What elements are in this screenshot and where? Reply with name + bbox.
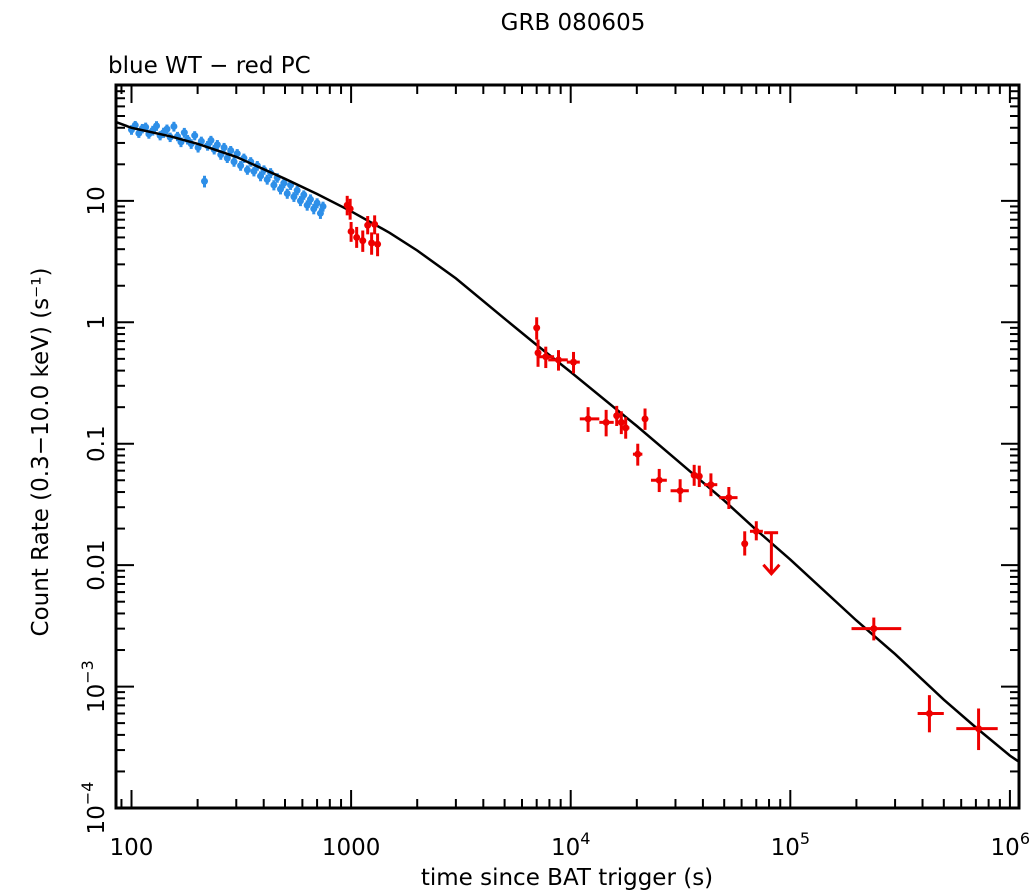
y-tick-label: 0.01: [84, 540, 110, 591]
pc-point: [371, 220, 379, 228]
wt-point: [142, 123, 150, 131]
wt-point: [293, 186, 301, 194]
wt-point: [170, 122, 178, 130]
x-tick-label: 100: [110, 835, 154, 861]
wt-point: [227, 146, 235, 154]
wt-point: [306, 195, 314, 203]
wt-point: [135, 129, 143, 137]
y-tick-label: 1: [84, 315, 110, 330]
wt-point: [263, 175, 271, 183]
plot-area: [116, 120, 1019, 763]
wt-point: [220, 144, 228, 152]
x-tick-label-mantissa: 10: [551, 835, 580, 861]
wt-point: [207, 136, 215, 144]
wt-point: [191, 132, 199, 140]
pc-point: [752, 527, 760, 535]
wt-point: [131, 121, 139, 129]
y-tick-label-exponent: −4: [78, 782, 97, 806]
wt-point: [310, 205, 318, 213]
pc-point: [676, 487, 684, 495]
pc-point: [870, 625, 878, 633]
plot-marks: [116, 120, 1019, 763]
wt-point: [223, 154, 231, 162]
wt-point: [270, 181, 278, 189]
y-tick-label: 10−4: [78, 782, 110, 835]
y-tick-label: 10−3: [78, 660, 110, 713]
wt-point: [296, 197, 304, 205]
pc-point: [364, 221, 372, 229]
pc-point: [542, 353, 550, 361]
model-fit-line: [116, 120, 1019, 763]
pc-point: [570, 358, 578, 366]
pc-point: [347, 227, 355, 235]
pc-upper-limit-arrow: [762, 563, 781, 576]
pc-point: [925, 710, 933, 718]
x-tick-label: 105: [771, 829, 810, 861]
plot-frame: [114, 83, 1021, 810]
wt-point: [319, 202, 327, 210]
wt-point: [280, 179, 288, 187]
y-tick-label: 0.1: [84, 425, 110, 462]
pc-point: [602, 418, 610, 426]
pc-point: [634, 450, 642, 458]
pc-point: [533, 324, 541, 332]
wt-point: [180, 129, 188, 137]
chart-subtitle: blue WT − red PC: [108, 53, 311, 79]
x-tick-label-exponent: 5: [800, 829, 810, 848]
wt-point: [243, 166, 251, 174]
x-tick-label: 106: [991, 829, 1030, 861]
wt-point: [153, 122, 161, 130]
pc-point: [622, 424, 630, 432]
wt-point: [237, 162, 245, 170]
pc-point: [359, 237, 367, 245]
pc-point: [655, 476, 663, 484]
x-tick-label-mantissa: 10: [991, 835, 1020, 861]
y-tick-label-mantissa: 10: [84, 805, 110, 834]
pc-point: [695, 472, 703, 480]
x-tick-label-exponent: 4: [580, 829, 590, 848]
wt-point: [300, 191, 308, 199]
wt-point: [257, 172, 265, 180]
x-tick-label-mantissa: 10: [771, 835, 800, 861]
pc-point: [368, 239, 376, 247]
pc-point: [555, 356, 563, 364]
wt-point: [303, 201, 311, 209]
wt-point: [277, 185, 285, 193]
wt-point: [250, 167, 258, 175]
wt-point: [213, 141, 221, 149]
pc-point: [584, 415, 592, 423]
wt-point: [163, 125, 171, 133]
chart-title: GRB 080605: [501, 10, 646, 36]
wt-point: [197, 137, 205, 145]
pc-point: [617, 418, 625, 426]
y-tick-label-exponent: −3: [78, 660, 97, 684]
x-tick-label: 1000: [322, 835, 381, 861]
pc-point: [534, 349, 542, 357]
y-tick-label-mantissa: 10: [84, 684, 110, 713]
pc-point: [346, 205, 354, 213]
wt-point: [201, 177, 209, 185]
pc-point: [641, 415, 649, 423]
y-axis-label: Count Rate (0.3−10.0 keV) (s⁻¹): [28, 268, 54, 637]
pc-point: [725, 494, 733, 502]
x-tick-label-exponent: 6: [1020, 829, 1030, 848]
pc-point: [374, 240, 382, 248]
wt-point: [230, 158, 238, 166]
pc-point: [975, 725, 983, 733]
y-tick-label: 10: [84, 186, 110, 215]
wt-point: [283, 189, 291, 197]
x-axis-label: time since BAT trigger (s): [421, 865, 713, 891]
x-tick-label: 104: [551, 829, 590, 861]
pc-point: [353, 233, 361, 241]
x-axis: 100 1000 104 105 106: [110, 85, 1030, 861]
wt-point: [313, 199, 321, 207]
pc-point: [613, 412, 621, 420]
pc-point: [741, 540, 749, 548]
pc-point: [707, 481, 715, 489]
